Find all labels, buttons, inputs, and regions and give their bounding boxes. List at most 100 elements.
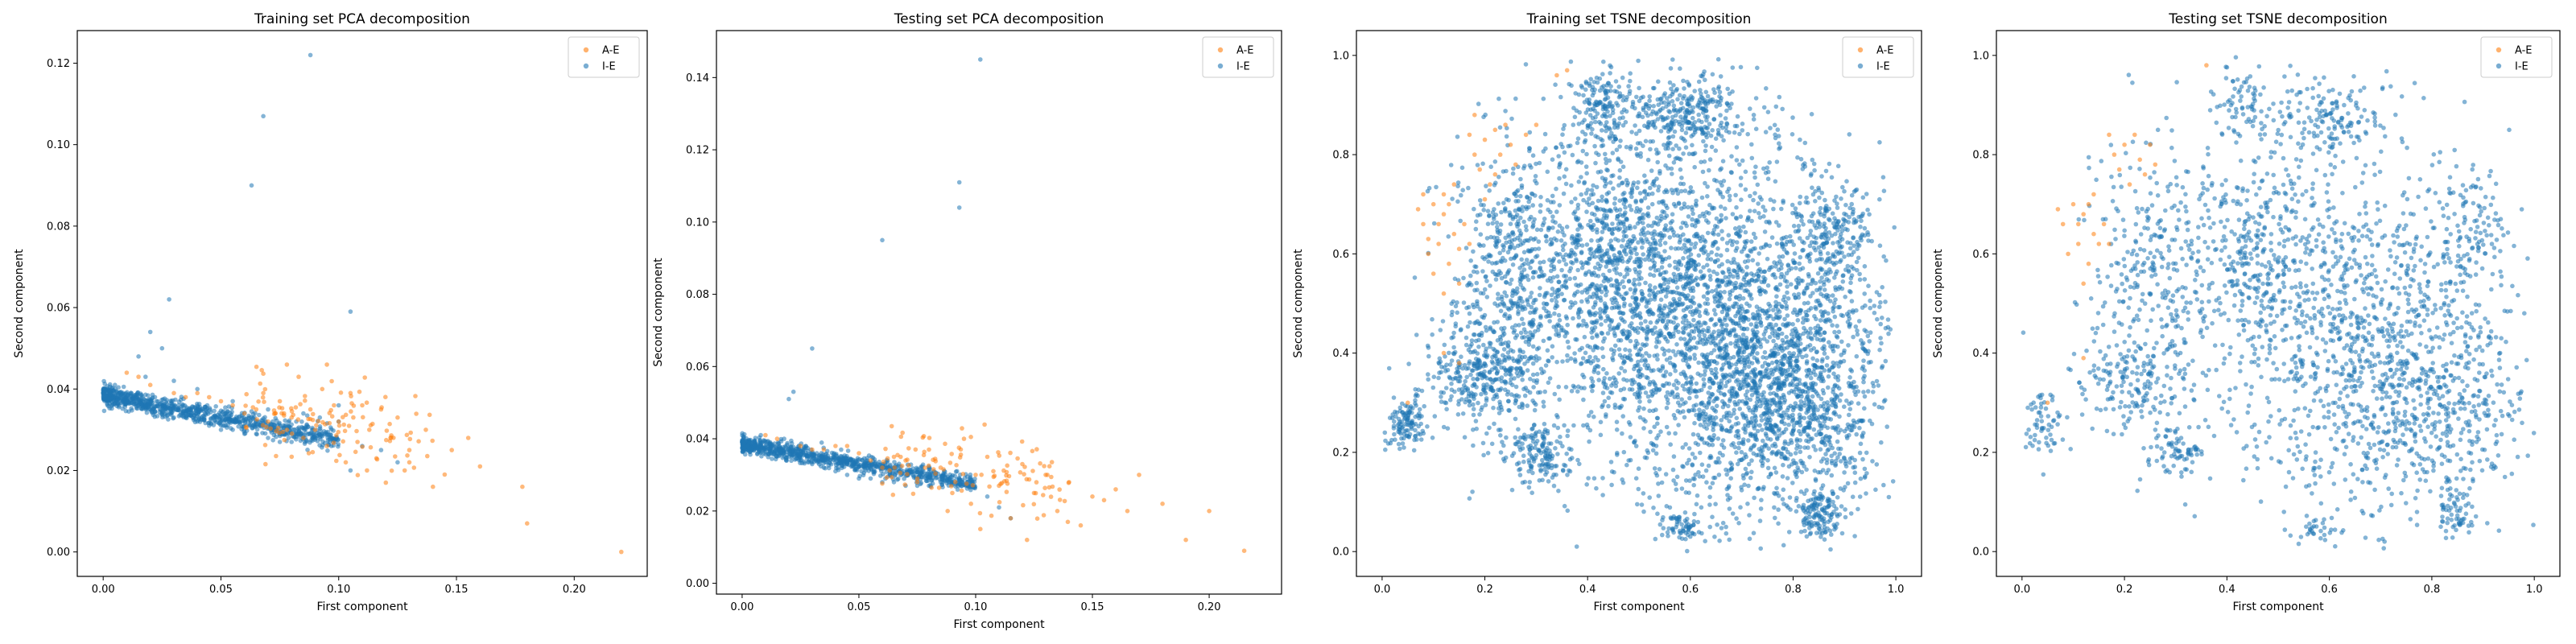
ie-point <box>1653 470 1658 476</box>
ie-point <box>1705 230 1711 236</box>
ae-point <box>316 419 321 423</box>
ie-point <box>223 405 228 411</box>
ie-point <box>1843 507 1847 512</box>
ie-point <box>1720 520 1726 526</box>
ae-point <box>271 408 277 413</box>
ae-point <box>342 428 348 434</box>
ae-point <box>244 425 249 431</box>
ie-point <box>839 447 844 452</box>
ae-point <box>923 465 927 470</box>
ae-point <box>978 526 983 531</box>
ie-point <box>863 460 868 465</box>
ie-point <box>1606 395 1611 401</box>
ie-point <box>204 410 210 415</box>
ie-point <box>1753 164 1758 169</box>
ie-point <box>1883 299 1888 304</box>
ie-point <box>1642 173 1647 178</box>
ie-point <box>1804 488 1809 493</box>
ie-point <box>1749 351 1754 357</box>
ie-point <box>1763 276 1768 282</box>
ie-point <box>1666 431 1671 436</box>
ae-point <box>274 453 279 459</box>
ie-point <box>1762 288 1767 294</box>
ie-point <box>1730 288 1735 293</box>
ie-point <box>852 466 858 472</box>
ie-point <box>298 432 303 437</box>
ie-point <box>1667 235 1673 240</box>
ae-point <box>353 449 358 455</box>
ie-point <box>778 439 784 444</box>
ie-point <box>1719 367 1724 372</box>
ie-point <box>1688 246 1693 252</box>
ie-point <box>1607 268 1612 274</box>
ie-point <box>1727 506 1732 511</box>
ae-point <box>1041 513 1046 518</box>
ae-point <box>414 411 419 416</box>
ae-point <box>960 426 964 431</box>
ie-point <box>1671 454 1677 459</box>
ie-point <box>1752 175 1757 180</box>
ie-point <box>101 408 107 414</box>
x-tick-label: 0.05 <box>209 584 233 596</box>
ie-point <box>773 456 778 462</box>
ie-point <box>1627 348 1633 353</box>
ie-point <box>1738 183 1744 188</box>
ie-point <box>1676 381 1681 386</box>
ie-point <box>1873 487 1878 493</box>
ie-point <box>1663 472 1669 477</box>
ae-point <box>351 403 357 408</box>
ie-point <box>1860 456 1865 462</box>
ie-point <box>1743 466 1748 472</box>
ie-point <box>1765 339 1770 344</box>
ie-point <box>1872 402 1877 407</box>
ie-point <box>1703 539 1707 543</box>
y-tick-label: 0.10 <box>47 139 70 151</box>
ie-point <box>1602 398 1608 404</box>
ie-point <box>1694 275 1699 281</box>
ie-point <box>195 386 200 392</box>
ie-point <box>1861 390 1866 394</box>
ie-point <box>1715 522 1719 527</box>
ie-point <box>1757 215 1763 221</box>
ae-point <box>910 491 916 497</box>
ie-point <box>1692 356 1698 361</box>
ie-point <box>1640 245 1645 250</box>
ie-point <box>1692 420 1697 426</box>
ie-point <box>948 480 954 485</box>
ie-point <box>1749 469 1754 475</box>
ae-point <box>1090 494 1095 499</box>
ie-point <box>1600 476 1605 481</box>
ie-point <box>1886 331 1891 336</box>
ae-point <box>324 362 329 367</box>
ie-point <box>1574 544 1579 549</box>
ie-point <box>273 415 279 421</box>
ie-point <box>1710 392 1715 397</box>
ae-point <box>332 402 336 408</box>
ie-point <box>246 413 251 419</box>
ie-point <box>1636 369 1641 374</box>
ie-point <box>797 454 803 460</box>
ie-point <box>1621 449 1627 455</box>
ie-point <box>1572 275 1578 281</box>
ie-point <box>1765 165 1769 171</box>
ie-point <box>842 453 847 458</box>
ie-point <box>1609 469 1615 474</box>
ae-point <box>921 434 927 439</box>
ie-point <box>1686 446 1692 451</box>
ie-point <box>1869 421 1875 427</box>
ie-point <box>1755 351 1760 356</box>
ae-point <box>383 394 388 400</box>
ie-point <box>1777 94 1782 100</box>
ie-point <box>1724 307 1730 312</box>
ie-point <box>1636 486 1641 492</box>
ae-point <box>379 405 384 410</box>
ae-point <box>389 468 394 473</box>
ie-point <box>1685 362 1690 367</box>
ie-point <box>1788 233 1793 239</box>
ie-point <box>1690 452 1695 456</box>
ie-point <box>1707 385 1712 390</box>
ie-point <box>1670 349 1676 354</box>
ae-point <box>902 482 907 487</box>
ie-point <box>1849 427 1855 433</box>
ae-point <box>887 468 892 473</box>
